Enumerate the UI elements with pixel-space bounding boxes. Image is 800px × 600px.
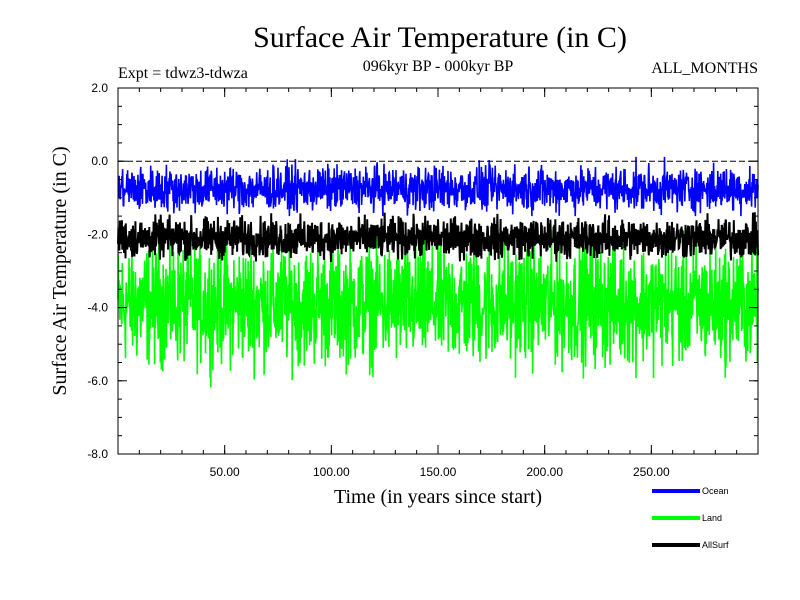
x-axis-label: Time (in years since start) (334, 486, 542, 508)
chart-title: Surface Air Temperature (in C) (253, 21, 627, 54)
y-tick-label: 2.0 (91, 81, 108, 95)
legend-label-allsurf: AllSurf (702, 540, 729, 550)
y-tick-label: -4.0 (87, 301, 108, 315)
series-line-ocean (117, 156, 759, 217)
x-tick-label: 150.00 (420, 465, 457, 479)
plot-area: 2.0 0.0 -2.0 -4.0 -6.0 -8.0 50.00 100.00 150.00 2… (87, 81, 759, 479)
y-tick-label: 0.0 (91, 154, 108, 168)
period-label: 096kyr BP - 000kyr BP (363, 58, 514, 75)
y-tick-label: -2.0 (87, 227, 108, 241)
months-label: ALL_MONTHS (651, 60, 758, 77)
y-tick-label: -6.0 (87, 374, 108, 388)
series-layer (117, 156, 759, 388)
x-tick-label: 100.00 (313, 465, 350, 479)
legend: Ocean Land AllSurf (652, 486, 729, 550)
x-tick-label: 50.00 (210, 465, 240, 479)
legend-label-ocean: Ocean (702, 486, 729, 496)
x-tick-label: 200.00 (526, 465, 563, 479)
y-tick-label: -8.0 (87, 447, 108, 461)
experiment-label: Expt = tdwz3-tdwza (118, 65, 248, 82)
series-line-allsurf (117, 212, 759, 263)
ticks-layer: 2.0 0.0 -2.0 -4.0 -6.0 -8.0 50.00 100.00 150.00 2… (87, 81, 758, 479)
x-tick-label: 250.00 (633, 465, 670, 479)
y-axis-label: Surface Air Temperature (in C) (49, 146, 71, 395)
legend-label-land: Land (702, 513, 722, 523)
